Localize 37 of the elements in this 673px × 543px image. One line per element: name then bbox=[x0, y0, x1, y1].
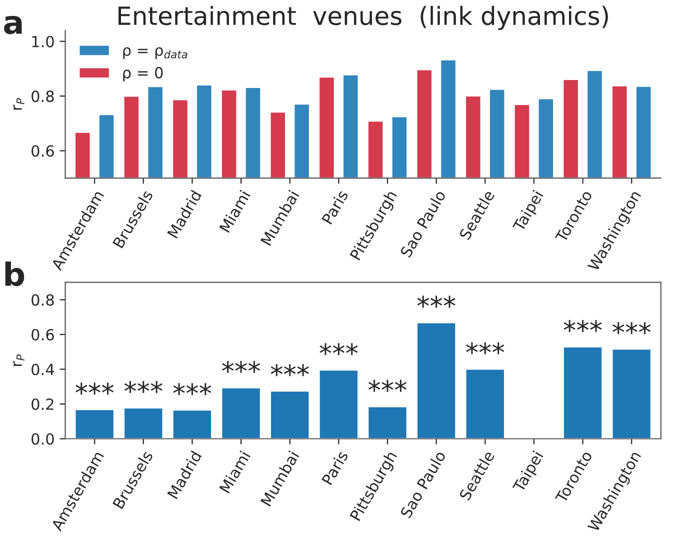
text: b bbox=[5, 261, 24, 286]
y-tick-label: 0.8 bbox=[32, 90, 54, 102]
annotation: *** bbox=[320, 343, 358, 356]
y-tick-label: 1.0 bbox=[32, 36, 54, 48]
y-tick-label: 0.2 bbox=[32, 398, 54, 410]
y-tick-label: 0.4 bbox=[32, 364, 54, 376]
annotation: *** bbox=[368, 380, 406, 392]
bar bbox=[220, 386, 262, 439]
bar bbox=[172, 409, 212, 439]
bar bbox=[270, 390, 310, 439]
legend-label: ρ = ρ$_{data}$ bbox=[123, 47, 188, 59]
bar bbox=[464, 368, 506, 439]
annotation: *** bbox=[270, 364, 309, 376]
bar bbox=[318, 369, 359, 439]
bar bbox=[74, 408, 115, 439]
bar bbox=[416, 322, 457, 439]
annotation: *** bbox=[124, 381, 162, 394]
annotation: *** bbox=[417, 296, 456, 308]
legend-label: ρ = 0 bbox=[123, 66, 163, 82]
y-axis-title: r$_{P}$ bbox=[13, 98, 24, 110]
bar bbox=[367, 406, 408, 439]
annotation: *** bbox=[173, 383, 212, 396]
annotation: *** bbox=[564, 320, 602, 332]
y-axis-title: r$_{P}$ bbox=[13, 354, 24, 366]
annotation: *** bbox=[466, 342, 504, 354]
bar bbox=[123, 407, 164, 439]
chart-title: Entertainment venues (link dynamics) bbox=[118, 6, 608, 30]
y-tick-label: 0.6 bbox=[32, 328, 54, 341]
annotation: *** bbox=[76, 382, 114, 395]
bar bbox=[611, 348, 652, 439]
annotation: *** bbox=[612, 322, 651, 334]
y-tick-label: 0.8 bbox=[32, 294, 54, 306]
bar bbox=[562, 346, 603, 439]
y-tick-label: 0.6 bbox=[32, 145, 54, 157]
text: a bbox=[4, 16, 22, 34]
y-tick-label: 0.0 bbox=[32, 433, 54, 445]
annotation: *** bbox=[222, 360, 260, 373]
